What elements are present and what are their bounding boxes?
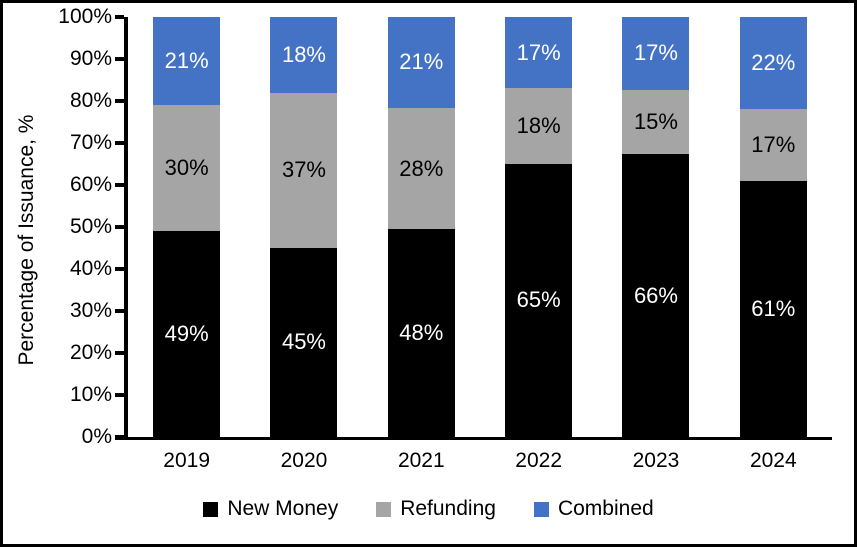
bar-value-label: 17%: [751, 132, 796, 158]
bar-value-label: 30%: [164, 155, 209, 181]
bar-value-label: 28%: [399, 155, 444, 181]
bar-segment-new-money: 45%: [270, 247, 338, 437]
bar-value-label: 18%: [281, 41, 326, 67]
y-tick-label: 30%: [69, 299, 112, 322]
bar-group-2020: 18% 37% 45%: [245, 17, 362, 437]
legend: New Money Refunding Combined: [0, 497, 857, 521]
bar-segment-combined: 21%: [387, 17, 455, 108]
y-tick-label: 50%: [69, 215, 112, 238]
legend-label: Refunding: [400, 497, 496, 520]
x-tick-label-2021: 2021: [397, 449, 445, 472]
stacked-bar-2019: 21% 30% 49%: [153, 17, 221, 437]
bar-group-2021: 21% 28% 48%: [363, 17, 480, 437]
bar-value-label: 22%: [751, 50, 796, 76]
bar-value-label: 65%: [516, 287, 561, 313]
plot-area: 21% 30% 49% 18% 37% 45% 21% 28% 48% 17% 18% 65% 17% 1…: [115, 15, 832, 440]
bar-segment-combined: 18%: [270, 17, 338, 93]
bar-segment-new-money: 48%: [387, 229, 455, 437]
bar-value-label: 48%: [399, 320, 444, 346]
y-tick-mark: [115, 141, 124, 145]
bar-value-label: 17%: [516, 39, 561, 65]
bar-segment-combined: 17%: [622, 17, 690, 90]
y-tick-label: 90%: [69, 47, 112, 70]
bar-group-2024: 22% 17% 61%: [715, 17, 832, 437]
bar-segment-combined: 21%: [153, 17, 221, 106]
stacked-bar-2023: 17% 15% 66%: [622, 17, 690, 437]
y-tick-mark: [115, 15, 124, 19]
bar-value-label: 15%: [633, 108, 678, 134]
bar-group-2022: 17% 18% 65%: [480, 17, 597, 437]
y-tick-mark: [115, 267, 124, 271]
x-tick-label-2022: 2022: [515, 449, 562, 472]
stacked-bar-2020: 18% 37% 45%: [270, 17, 338, 437]
y-tick-mark: [115, 393, 124, 397]
y-tick-mark: [115, 435, 124, 439]
y-tick-label: 100%: [58, 5, 112, 28]
x-tick-label-2024: 2024: [749, 449, 797, 472]
legend-label: New Money: [227, 497, 339, 520]
bar-value-label: 61%: [751, 295, 796, 321]
y-tick-mark: [115, 351, 124, 355]
x-axis-line: [115, 437, 832, 440]
bar-segment-refunding: 30%: [153, 105, 221, 232]
bars-container: 21% 30% 49% 18% 37% 45% 21% 28% 48% 17% 18% 65% 17% 1…: [128, 17, 832, 437]
y-tick-label: 70%: [69, 131, 112, 154]
bar-segment-new-money: 65%: [505, 163, 573, 437]
y-tick-mark: [115, 309, 124, 313]
y-tick-mark: [115, 183, 124, 187]
y-tick-label: 40%: [69, 257, 112, 280]
bar-value-label: 21%: [164, 48, 209, 74]
y-tick-mark: [115, 99, 124, 103]
legend-item-refunding: Refunding: [376, 497, 496, 521]
bar-value-label: 21%: [399, 49, 444, 75]
y-tick-label: 80%: [69, 89, 112, 112]
legend-swatch-icon: [203, 501, 219, 517]
bar-group-2023: 17% 15% 66%: [597, 17, 714, 437]
bar-segment-combined: 17%: [505, 17, 573, 89]
legend-item-new-money: New Money: [203, 497, 338, 521]
bar-value-label: 37%: [281, 157, 326, 183]
legend-swatch-icon: [533, 501, 549, 517]
bar-segment-new-money: 49%: [153, 231, 221, 437]
y-axis-line: [124, 17, 128, 437]
bar-group-2019: 21% 30% 49%: [128, 17, 245, 437]
bar-segment-refunding: 37%: [270, 92, 338, 248]
y-tick-mark: [115, 225, 124, 229]
legend-item-combined: Combined: [533, 497, 654, 521]
bar-value-label: 17%: [633, 40, 678, 66]
bar-segment-refunding: 28%: [387, 107, 455, 230]
stacked-bar-2021: 21% 28% 48%: [387, 17, 455, 437]
x-tick-label-2020: 2020: [280, 449, 328, 472]
x-tick-label-2019: 2019: [163, 449, 211, 472]
stacked-bar-2024: 22% 17% 61%: [739, 17, 807, 437]
stacked-bar-2022: 17% 18% 65%: [505, 17, 573, 437]
bar-segment-new-money: 66%: [622, 154, 690, 437]
y-tick-label: 10%: [69, 383, 112, 406]
x-axis-labels: 2019 2020 2021 2022 2023 2024: [128, 449, 832, 473]
bar-value-label: 49%: [164, 321, 209, 347]
legend-label: Combined: [557, 497, 654, 520]
bar-segment-refunding: 15%: [622, 89, 690, 155]
y-axis-labels: 0% 10% 20% 30% 40% 50% 60% 70% 80% 90% 100%: [0, 5, 112, 448]
bar-value-label: 66%: [633, 282, 678, 308]
y-tick-label: 20%: [69, 341, 112, 364]
bar-segment-combined: 22%: [739, 17, 807, 110]
bar-segment-new-money: 61%: [739, 180, 807, 437]
legend-swatch-icon: [376, 501, 392, 517]
bar-segment-refunding: 18%: [505, 88, 573, 164]
bar-value-label: 45%: [281, 329, 326, 355]
y-tick-label: 0%: [81, 425, 112, 448]
x-tick-label-2023: 2023: [632, 449, 680, 472]
y-tick-label: 60%: [69, 173, 112, 196]
y-tick-mark: [115, 57, 124, 61]
bar-value-label: 18%: [516, 113, 561, 139]
bar-segment-refunding: 17%: [739, 109, 807, 181]
